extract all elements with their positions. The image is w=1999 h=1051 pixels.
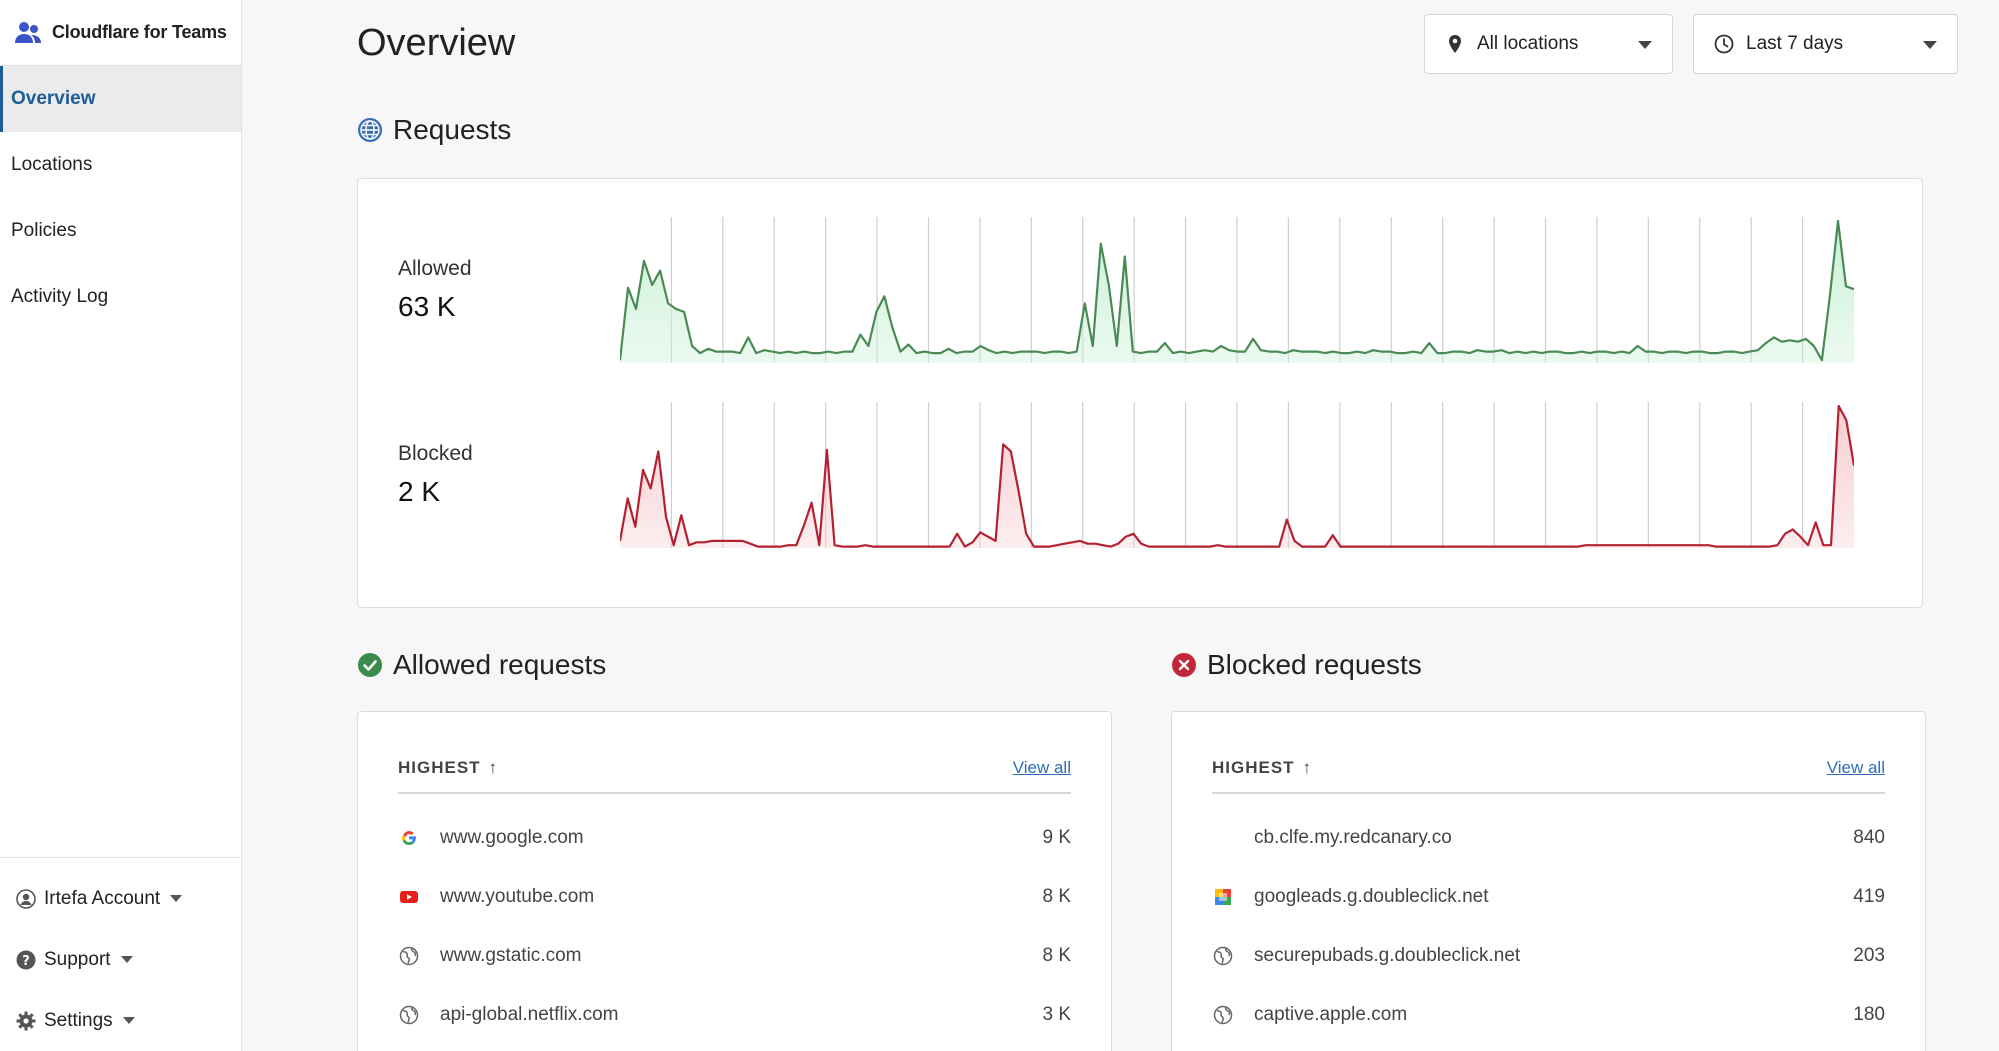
list-item-count: 203: [1853, 944, 1885, 966]
allowed-series-line: [620, 219, 1854, 362]
chevron-down-icon: [122, 1017, 135, 1024]
sort-label: HIGHEST: [398, 758, 481, 777]
account-label: Irtefa Account: [44, 887, 161, 909]
list-item[interactable]: api-global.netflix.com 3 K: [398, 985, 1071, 1044]
allowed-metric-value: 63 K: [398, 291, 456, 322]
list-item[interactable]: googleads.g.doubleclick.net 419: [1212, 867, 1885, 926]
list-item-count: 3 K: [1042, 1003, 1071, 1025]
blocked-metric-label: Blocked: [398, 442, 473, 465]
blocked-requests-chart[interactable]: [620, 402, 1854, 550]
google-icon: [398, 827, 420, 849]
list-item[interactable]: captive.apple.com 180: [1212, 985, 1885, 1044]
sidebar: Cloudflare for Teams Overview Locations …: [0, 0, 242, 1051]
support-label: Support: [44, 948, 111, 970]
blocked-requests-title: Blocked requests: [1207, 649, 1422, 680]
list-item[interactable]: www.gstatic.com 8 K: [398, 926, 1071, 985]
globe-icon: [1212, 945, 1234, 967]
arrow-up-icon: ↑: [1302, 758, 1313, 777]
blocked-requests-card: HIGHEST ↑ View all cb.clfe.my.redcanary.c…: [1171, 711, 1926, 1051]
sidebar-item-policies[interactable]: Policies: [11, 220, 77, 241]
app-name: Cloudflare for Teams: [52, 22, 227, 42]
location-filter-value: All locations: [1477, 33, 1579, 54]
sidebar-item-locations[interactable]: Locations: [11, 154, 93, 175]
time-range-value: Last 7 days: [1746, 33, 1844, 54]
list-item[interactable]: www.youtube.com 8 K: [398, 867, 1071, 926]
sidebar-item-activity-log[interactable]: Activity Log: [11, 286, 109, 307]
sort-highest-button[interactable]: HIGHEST ↑: [1212, 758, 1312, 778]
view-all-link[interactable]: View all: [1012, 758, 1071, 777]
allowed-requests-card: HIGHEST ↑ View all www.google.com 9 K: [357, 711, 1112, 1051]
clock-icon: [1714, 34, 1734, 54]
list-item-domain: googleads.g.doubleclick.net: [1254, 885, 1489, 907]
support-menu[interactable]: ? Support: [0, 929, 241, 990]
list-item-count: 8 K: [1042, 885, 1071, 907]
list-item-count: 8 K: [1042, 944, 1071, 966]
map-pin-icon: [1449, 35, 1461, 53]
list-item-domain: www.gstatic.com: [440, 944, 582, 966]
sidebar-item-overview[interactable]: Overview: [0, 66, 241, 132]
list-item-count: 9 K: [1042, 826, 1071, 848]
teams-logo-icon: [15, 21, 41, 43]
requests-card: Allowed 63 K Blocked 2 K: [357, 178, 1923, 608]
sidebar-footer: Irtefa Account ? Support: [0, 857, 241, 1051]
view-all-link[interactable]: View all: [1826, 758, 1885, 777]
sort-label: HIGHEST: [1212, 758, 1295, 777]
user-icon: [16, 888, 36, 909]
list-item-domain: cb.clfe.my.redcanary.co: [1254, 826, 1452, 848]
list-item-domain: www.youtube.com: [440, 885, 595, 907]
arrow-up-icon: ↑: [488, 758, 499, 777]
list-item-count: 180: [1853, 1003, 1885, 1025]
list-item-domain: www.google.com: [440, 826, 584, 848]
blocked-metric-value: 2 K: [398, 476, 441, 507]
sort-highest-button[interactable]: HIGHEST ↑: [398, 758, 498, 778]
list-item-domain: securepubads.g.doubleclick.net: [1254, 944, 1521, 966]
blocked-requests-section-title: Blocked requests: [1171, 649, 1422, 681]
list-item-count: 840: [1853, 826, 1885, 848]
allowed-requests-section-title: Allowed requests: [357, 649, 606, 681]
caret-down-icon: [1638, 41, 1652, 49]
settings-menu[interactable]: Settings: [0, 990, 241, 1051]
globe-icon: [1212, 1004, 1234, 1026]
allowed-metric-label: Allowed: [398, 257, 472, 280]
list-item-count: 419: [1853, 885, 1885, 907]
requests-section-title: Requests: [357, 114, 511, 146]
time-range-dropdown[interactable]: Last 7 days: [1693, 14, 1958, 74]
globe-icon: [358, 118, 382, 142]
chevron-down-icon: [170, 895, 183, 902]
settings-label: Settings: [44, 1009, 113, 1031]
doubleclick-icon: [1212, 886, 1234, 908]
x-circle-icon: [1172, 653, 1196, 677]
requests-title: Requests: [393, 114, 512, 145]
globe-icon: [398, 1004, 420, 1026]
blank-favicon: [1212, 827, 1234, 849]
list-item-domain: captive.apple.com: [1254, 1003, 1408, 1025]
check-circle-icon: [358, 653, 382, 677]
list-header: HIGHEST ↑ View all: [398, 742, 1071, 794]
list-header: HIGHEST ↑ View all: [1212, 742, 1885, 794]
account-menu[interactable]: Irtefa Account: [0, 868, 241, 929]
list-item[interactable]: securepubads.g.doubleclick.net 203: [1212, 926, 1885, 985]
caret-down-icon: [1923, 41, 1937, 49]
list-item[interactable]: cb.clfe.my.redcanary.co 840: [1212, 808, 1885, 867]
list-item[interactable]: www.google.com 9 K: [398, 808, 1071, 867]
youtube-icon: [398, 886, 420, 908]
allowed-requests-chart[interactable]: [620, 217, 1854, 365]
help-icon: ?: [16, 950, 36, 969]
list-item-domain: api-global.netflix.com: [440, 1003, 619, 1025]
allowed-requests-title: Allowed requests: [393, 649, 607, 680]
blocked-series-line: [620, 404, 1854, 548]
chevron-down-icon: [120, 956, 133, 963]
svg-text:?: ?: [22, 954, 30, 969]
page-title: Overview: [357, 22, 516, 64]
globe-icon: [398, 945, 420, 967]
brand[interactable]: Cloudflare for Teams: [0, 0, 241, 66]
gear-icon: [16, 1011, 36, 1030]
location-filter-dropdown[interactable]: All locations: [1424, 14, 1673, 74]
